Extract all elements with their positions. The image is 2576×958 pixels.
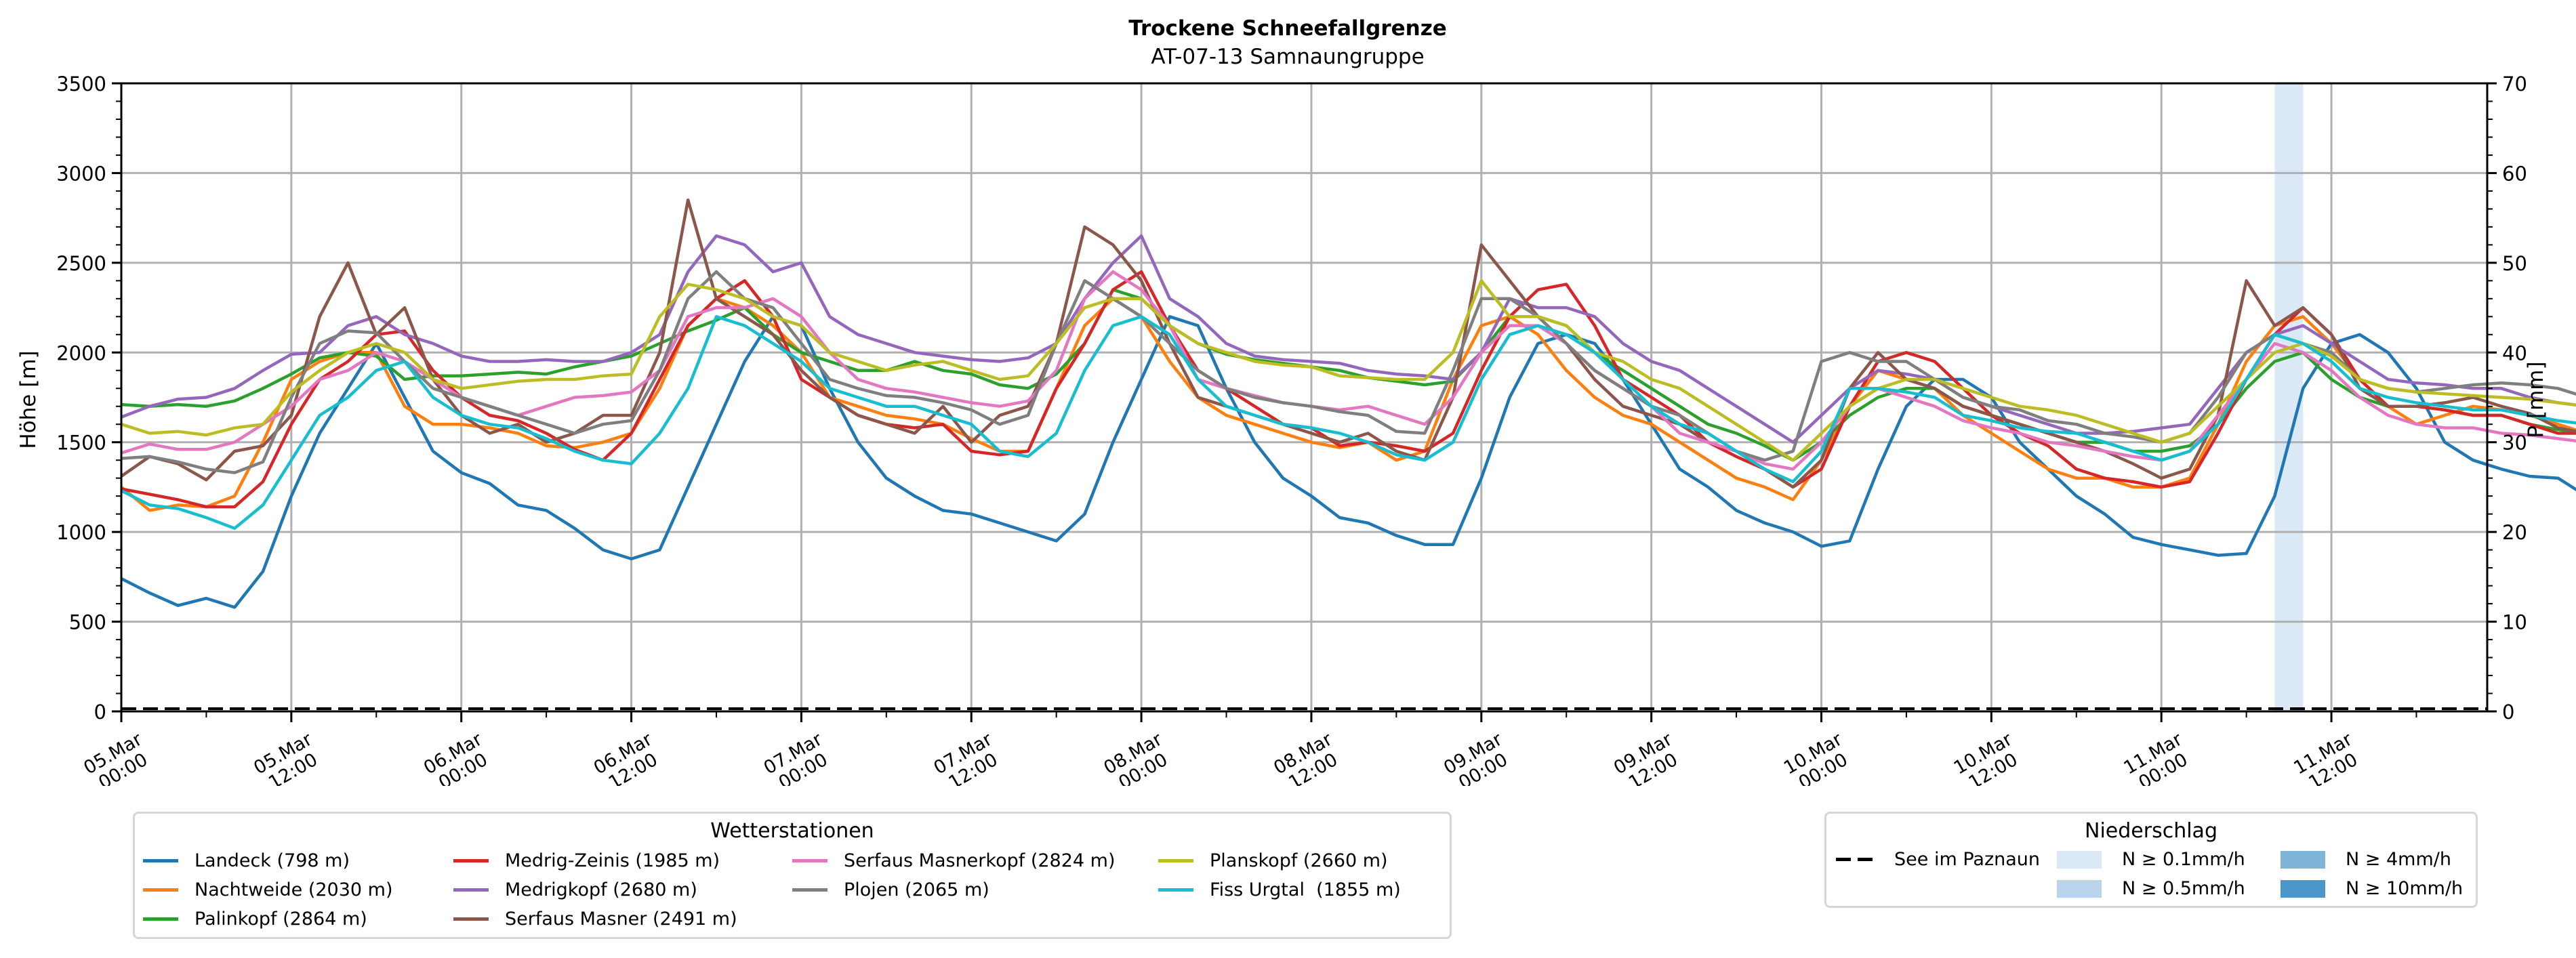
y-axis-label-right: P [mm] [2524, 361, 2548, 438]
legend-color-swatch [143, 859, 178, 862]
y-right-tick-label: 20 [2502, 521, 2527, 544]
legend-item-station: Serfaus Masner (2491 m) [453, 909, 737, 930]
legend-color-swatch [792, 888, 827, 892]
y-tick-label: 2000 [56, 341, 106, 365]
legend-label: Palinkopf (2864 m) [195, 909, 367, 930]
y-tick-label: 3500 [56, 72, 106, 96]
legend-label: Nachtweide (2030 m) [195, 879, 393, 900]
legend-item-station: Landeck (798 m) [143, 850, 350, 871]
precip-legend: Niederschlag See im Paznaun N ≥ 0.1mm/h N… [1824, 812, 2478, 908]
series-line-medrigkopf-2680-m [121, 234, 2576, 444]
legend-label: Fiss Urgtal (1855 m) [1210, 879, 1401, 900]
legend-color-swatch [2281, 850, 2325, 869]
stations-legend: Wetterstationen Landeck (798 m) Nachtweid… [133, 812, 1452, 939]
legend-item-precip: N ≥ 10mm/h [2281, 878, 2463, 899]
y-tick-label: 0 [94, 701, 106, 724]
y-tick-label: 500 [69, 611, 106, 634]
y-tick-label: 3000 [56, 162, 106, 185]
legend-item-station: Fiss Urgtal (1855 m) [1158, 879, 1401, 900]
legend-color-swatch [2281, 879, 2325, 898]
legend-item-precip: N ≥ 0.5mm/h [2057, 878, 2245, 899]
chart-subtitle: AT-07-13 Samnaungruppe [1151, 45, 1424, 69]
precip-legend-title: Niederschlag [2085, 819, 2217, 843]
legend-label: Serfaus Masnerkopf (2824 m) [844, 850, 1116, 871]
x-tick-label: 06.Mar12:00 [590, 728, 667, 786]
legend-item-see-im-paznaun: See im Paznaun [1836, 849, 2040, 870]
legend-label: N ≥ 0.5mm/h [2122, 878, 2245, 899]
x-tick-label: 07.Mar00:00 [760, 728, 837, 786]
series-line-fiss-urgtal-1855-m [120, 315, 2576, 530]
legend-label: Serfaus Masner (2491 m) [505, 909, 737, 930]
series-line-medrig-zeinis-1985-m [121, 270, 2576, 509]
y-right-tick-label: 0 [2502, 701, 2514, 724]
series-line-nachtweide-2030-m [120, 297, 2576, 512]
legend-color-swatch [143, 917, 178, 921]
legend-label: Landeck (798 m) [195, 850, 350, 871]
legend-item-station: Medrig-Zeinis (1985 m) [453, 850, 720, 871]
y-right-tick-label: 60 [2502, 162, 2527, 185]
legend-item-station: Plojen (2065 m) [792, 879, 989, 900]
legend-color-swatch [2057, 879, 2102, 898]
legend-item-station: Planskopf (2660 m) [1158, 850, 1388, 871]
x-tick-label: 11.Mar12:00 [2290, 728, 2367, 786]
y-right-tick-label: 10 [2502, 611, 2527, 634]
legend-color-swatch [1158, 888, 1193, 892]
y-tick-label: 1500 [56, 432, 106, 455]
plot-frame [120, 82, 2489, 713]
legend-label: N ≥ 0.1mm/h [2122, 849, 2245, 870]
y-tick-label: 2500 [56, 252, 106, 275]
legend-label: Medrig-Zeinis (1985 m) [505, 850, 720, 871]
legend-label: N ≥ 4mm/h [2346, 849, 2451, 870]
y-axis-label: Höhe [m] [16, 350, 41, 449]
legend-label: See im Paznaun [1894, 849, 2040, 870]
legend-color-swatch [1158, 859, 1193, 862]
x-tick-label: 11.Mar00:00 [2121, 728, 2197, 786]
legend-color-swatch [2057, 850, 2102, 869]
legend-color-swatch [792, 859, 827, 862]
legend-item-station: Medrigkopf (2680 m) [453, 879, 697, 900]
legend-label: Plojen (2065 m) [844, 879, 989, 900]
y-right-tick-label: 50 [2502, 252, 2527, 275]
x-tick-label: 08.Mar00:00 [1100, 728, 1177, 786]
x-tick-label: 10.Mar12:00 [1950, 728, 2027, 786]
x-tick-label: 09.Mar00:00 [1440, 728, 1517, 786]
series-line-planskopf-2660-m [121, 279, 2576, 462]
x-tick-label: 08.Mar12:00 [1270, 728, 1347, 786]
chart-title: Trockene Schneefallgrenze [1128, 16, 1447, 41]
x-tick-label: 07.Mar12:00 [931, 728, 1007, 786]
legend-item-station: Serfaus Masnerkopf (2824 m) [792, 850, 1115, 871]
legend-label: Medrigkopf (2680 m) [505, 879, 697, 900]
legend-color-swatch [453, 859, 489, 862]
x-tick-label: 05.Mar12:00 [250, 728, 327, 786]
legend-color-swatch [143, 888, 178, 892]
series-line-landeck-798-m [120, 315, 2576, 609]
x-tick-label: 05.Mar00:00 [80, 728, 157, 786]
dashed-line-swatch [1836, 858, 1874, 861]
y-tick-label: 1000 [56, 521, 106, 544]
legend-item-station: Palinkopf (2864 m) [143, 909, 367, 930]
x-tick-label: 06.Mar00:00 [420, 728, 497, 786]
snowfall-line-chart: Trockene Schneefallgrenze AT-07-13 Samna… [16, 16, 2576, 786]
legend-color-swatch [453, 917, 489, 921]
precip-band [2274, 83, 2304, 711]
y-right-tick-label: 30 [2502, 432, 2527, 455]
y-right-tick-label: 40 [2502, 341, 2527, 365]
x-tick-label: 10.Mar00:00 [1780, 728, 1857, 786]
legend-item-station: Nachtweide (2030 m) [143, 879, 392, 900]
y-right-tick-label: 70 [2502, 72, 2527, 96]
legend-label: Planskopf (2660 m) [1210, 850, 1388, 871]
legend-label: N ≥ 10mm/h [2346, 878, 2463, 899]
stations-legend-title: Wetterstationen [710, 819, 874, 843]
legend-item-precip: N ≥ 0.1mm/h [2057, 849, 2245, 870]
legend-color-swatch [453, 888, 489, 892]
x-tick-label: 09.Mar12:00 [1610, 728, 1687, 786]
legend-item-precip: N ≥ 4mm/h [2281, 849, 2451, 870]
